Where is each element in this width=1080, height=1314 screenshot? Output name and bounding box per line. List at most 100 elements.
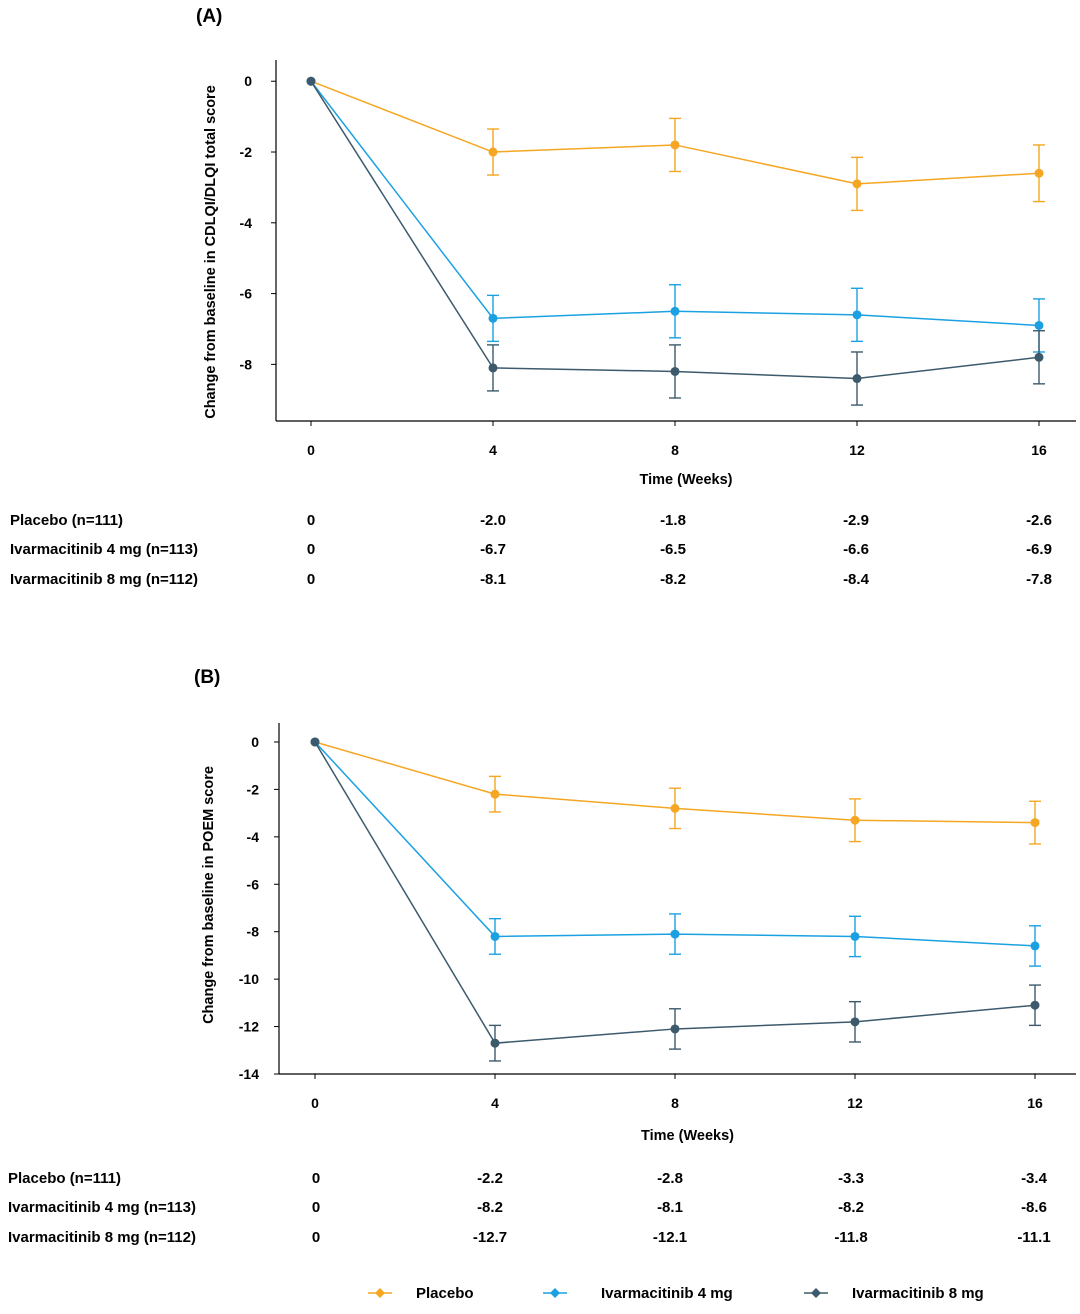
x-tick-label: 8 — [671, 442, 679, 458]
panel-label: (B) — [194, 667, 220, 688]
x-tick-label: 12 — [849, 442, 865, 458]
table-cell: -12.7 — [473, 1229, 507, 1246]
table-cell: -1.8 — [660, 512, 686, 529]
data-point — [670, 306, 680, 316]
y-tick-label: -4 — [240, 215, 253, 231]
series-placebo — [310, 737, 1041, 845]
table-row-label: Placebo (n=111) — [8, 1170, 121, 1187]
data-point — [670, 929, 680, 939]
x-tick-label: 12 — [847, 1095, 863, 1111]
table-cell: -2.8 — [657, 1170, 683, 1187]
data-point — [1034, 320, 1044, 330]
table-cell: -12.1 — [653, 1229, 687, 1246]
table-cell: -2.2 — [477, 1170, 503, 1187]
x-tick-label: 4 — [489, 442, 497, 458]
table-cell: -3.3 — [838, 1170, 864, 1187]
data-point — [488, 313, 498, 323]
table-cell: -7.8 — [1026, 571, 1052, 588]
x-axis-label: Time (Weeks) — [641, 1128, 734, 1144]
x-tick-label: 4 — [491, 1095, 499, 1111]
y-tick-label: 0 — [244, 73, 252, 89]
table-cell: -6.9 — [1026, 541, 1052, 558]
y-tick-label: -14 — [239, 1066, 259, 1082]
table-cell: -6.5 — [660, 541, 686, 558]
legend-item: Placebo — [368, 1285, 474, 1302]
table-cell: -8.2 — [838, 1199, 864, 1216]
table-cell: 0 — [307, 512, 315, 529]
legend-item: Ivarmacitinib 8 mg — [804, 1285, 984, 1302]
table-row-label: Ivarmacitinib 8 mg (n=112) — [10, 571, 198, 588]
table-cell: -2.6 — [1026, 512, 1052, 529]
y-tick-label: -8 — [240, 356, 253, 372]
legend-marker — [550, 1288, 560, 1298]
table-cell: 0 — [312, 1199, 320, 1216]
data-point — [490, 931, 500, 941]
legend-marker — [811, 1288, 821, 1298]
table-cell: -3.4 — [1021, 1170, 1048, 1187]
data-point — [1030, 941, 1040, 951]
legend-item: Ivarmacitinib 4 mg — [543, 1285, 733, 1302]
chart-panel-b: (B) 0 -2 -4 -6 -8 -10 -12 -14 0 4 8 12 16 Time (Weeks)… — [8, 667, 1076, 1246]
x-axis-label: Time (Weeks) — [640, 472, 733, 488]
data-point — [490, 789, 500, 799]
chart-panel-a: (A) 0 -2 -4 -6 -8 0 4 8 12 16 Time (Weeks) Change fr… — [10, 6, 1076, 588]
data-point — [306, 76, 316, 86]
data-point — [488, 147, 498, 157]
data-point — [488, 363, 498, 373]
series-ivarmacitinib-8-mg — [310, 737, 1041, 1062]
table-cell: 0 — [312, 1170, 320, 1187]
data-point — [670, 803, 680, 813]
data-point — [490, 1038, 500, 1048]
table-cell: -6.7 — [480, 541, 506, 558]
table-cell: -11.8 — [834, 1229, 867, 1246]
table-cell: 0 — [307, 571, 315, 588]
table-cell: -6.6 — [843, 541, 869, 558]
legend-label: Ivarmacitinib 4 mg — [601, 1285, 733, 1302]
x-tick-label: 0 — [311, 1095, 319, 1111]
y-tick-label: 0 — [251, 734, 259, 750]
x-tick-label: 16 — [1027, 1095, 1043, 1111]
y-tick-label: -8 — [247, 924, 260, 940]
table-cell: -8.6 — [1021, 1199, 1047, 1216]
table-cell: -8.4 — [843, 571, 870, 588]
table-row-label: Ivarmacitinib 4 mg (n=113) — [10, 541, 198, 558]
data-point — [850, 931, 860, 941]
legend-label: Placebo — [416, 1285, 474, 1302]
data-point — [670, 140, 680, 150]
data-point — [850, 1017, 860, 1027]
table-cell: -8.2 — [660, 571, 686, 588]
table-cell: 0 — [312, 1229, 320, 1246]
y-tick-label: -2 — [240, 144, 253, 160]
data-point — [1034, 168, 1044, 178]
data-point — [852, 179, 862, 189]
panel-label: (A) — [196, 6, 222, 27]
y-tick-label: -2 — [247, 781, 260, 797]
y-axis-label: Change from baseline in CDLQI/DLQI total… — [203, 85, 219, 419]
y-tick-label: -6 — [247, 876, 260, 892]
data-point — [670, 366, 680, 376]
table-cell: -8.1 — [657, 1199, 683, 1216]
data-point — [850, 815, 860, 825]
series-ivarmacitinib-8-mg — [306, 76, 1045, 406]
data-point — [1034, 352, 1044, 362]
table-row-label: Placebo (n=111) — [10, 512, 123, 529]
data-point — [310, 737, 320, 747]
data-point — [852, 310, 862, 320]
y-tick-label: -6 — [240, 286, 253, 302]
table-cell: -8.2 — [477, 1199, 503, 1216]
x-tick-label: 8 — [671, 1095, 679, 1111]
series-placebo — [306, 76, 1045, 212]
legend: Placebo Ivarmacitinib 4 mg Ivarmacitinib 8… — [368, 1285, 984, 1302]
data-point — [670, 1024, 680, 1034]
table-cell: 0 — [307, 541, 315, 558]
data-point — [1030, 1000, 1040, 1010]
y-tick-label: -12 — [239, 1019, 259, 1035]
table-row-label: Ivarmacitinib 8 mg (n=112) — [8, 1229, 196, 1246]
table-row-label: Ivarmacitinib 4 mg (n=113) — [8, 1199, 196, 1216]
table-cell: -2.9 — [843, 512, 869, 529]
x-tick-label: 0 — [307, 442, 315, 458]
table-cell: -8.1 — [480, 571, 506, 588]
legend-label: Ivarmacitinib 8 mg — [852, 1285, 984, 1302]
data-point — [852, 374, 862, 384]
